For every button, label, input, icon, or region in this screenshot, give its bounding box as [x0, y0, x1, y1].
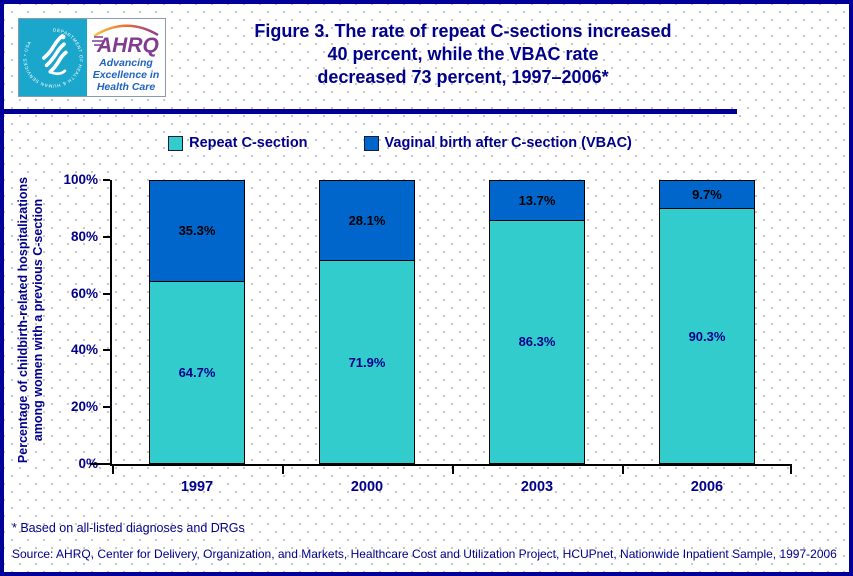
legend-label: Repeat C-section: [189, 135, 308, 151]
figure-title-line-3: decreased 73 percent, 1997–2006*: [317, 67, 609, 87]
stacked-bar-2006: 9.7% 90.3%: [659, 180, 755, 464]
hhs-eagle-icon: DEPARTMENT OF HEALTH & HUMAN SERVICES • …: [19, 19, 87, 96]
bar-value-label: 64.7%: [178, 364, 216, 380]
legend-swatch-icon: [363, 135, 379, 151]
bar-segment-vbac: 28.1%: [320, 181, 414, 261]
hhs-eagle-svg: DEPARTMENT OF HEALTH & HUMAN SERVICES • …: [22, 27, 83, 88]
x-tick-mark: [112, 466, 114, 474]
figure-title: Figure 3. The rate of repeat C-sections …: [170, 20, 756, 89]
x-tick-mark: [790, 466, 792, 474]
source-note: Source: AHRQ, Center for Delivery, Organ…: [12, 547, 837, 561]
y-axis-title: Percentage of childbirth-related hospita…: [16, 177, 46, 463]
y-tick-label: 0%: [78, 456, 98, 471]
tagline-line: Excellence in: [92, 68, 160, 81]
ahrq-wordmark-svg: AHRQ: [92, 24, 159, 57]
tagline-line: Health Care: [96, 80, 156, 93]
stacked-bar-1997: 35.3% 64.7%: [149, 180, 245, 464]
logo-tagline: Advancing Excellence in Health Care: [93, 57, 160, 93]
y-tick-mark: [103, 406, 110, 409]
bar-segment-repeat-c-section: 86.3%: [490, 219, 584, 463]
bar-segment-vbac: 9.7%: [660, 181, 754, 209]
tagline-line: Advancing: [99, 56, 153, 69]
category-slot: 13.7% 86.3% 2003: [452, 180, 622, 495]
y-tick-label: 100%: [63, 172, 98, 187]
bar-value-label: 35.3%: [178, 223, 216, 239]
legend: Repeat C-section Vaginal birth after C-se…: [60, 135, 740, 151]
category-slot: 9.7% 90.3% 2006: [622, 180, 792, 495]
stacked-bar-2000: 28.1% 71.9%: [319, 180, 415, 464]
rainbow-arc-icon: [93, 24, 159, 37]
plot-area: 0% 20% 40% 60% 80% 100% 35.3% 64.7% 1997 28.1% 71.…: [63, 172, 792, 495]
legend-item: Repeat C-section: [168, 135, 308, 151]
figure-title-line-2: 40 percent, while the VBAC rate: [327, 44, 599, 64]
bar-value-label: 71.9%: [348, 354, 386, 370]
bar-value-label: 13.7%: [518, 192, 556, 208]
y-tick-mark: [103, 349, 110, 352]
ahrq-letters: AHRQ: [96, 34, 159, 57]
bar-value-label: 9.7%: [692, 187, 722, 203]
bar-segment-repeat-c-section: 90.3%: [660, 208, 754, 463]
y-tick-mark: [103, 179, 110, 181]
y-tick-mark: [90, 463, 110, 465]
bar-value-label: 28.1%: [348, 213, 386, 229]
y-tick-label: 60%: [70, 285, 98, 301]
y-tick-label: 80%: [70, 228, 98, 244]
y-tick-label: 40%: [70, 342, 98, 358]
category-slot: 28.1% 71.9% 2000: [282, 180, 452, 495]
x-tick-mark: [282, 466, 284, 474]
figure-title-line-1: Figure 3. The rate of repeat C-sections …: [254, 21, 672, 41]
category-slot: 35.3% 64.7% 1997: [112, 180, 282, 495]
bar-segment-repeat-c-section: 64.7%: [150, 280, 244, 463]
footnote: * Based on all-listed diagnoses and DRGs: [12, 521, 245, 535]
legend-label: Vaginal birth after C-section (VBAC): [384, 135, 632, 151]
y-axis-title-line-1: Percentage of childbirth-related hospita…: [16, 176, 30, 464]
x-category-label: 2006: [690, 479, 724, 495]
stacked-bar-2003: 13.7% 86.3%: [489, 180, 585, 464]
bar-value-label: 90.3%: [688, 328, 726, 344]
ahrq-wordmark: AHRQ Advancing Excellence in Health Care: [87, 19, 165, 96]
y-axis-title-line-2: among women with a previous C-section: [31, 198, 45, 442]
x-tick-mark: [622, 466, 624, 474]
x-category-label: 2000: [350, 479, 384, 495]
y-tick-mark: [103, 235, 110, 238]
legend-swatch-icon: [168, 135, 184, 151]
x-tick-mark: [452, 466, 454, 474]
y-tick-mark: [103, 292, 110, 295]
x-category-label: 1997: [180, 479, 214, 495]
header-divider: [4, 109, 737, 114]
ahrq-hhs-logo: DEPARTMENT OF HEALTH & HUMAN SERVICES • …: [18, 18, 166, 97]
speed-lines-icon: [92, 35, 103, 46]
x-category-label: 2003: [520, 479, 554, 495]
bar-segment-vbac: 35.3%: [150, 181, 244, 281]
y-tick-label: 20%: [70, 399, 98, 415]
bar-segment-repeat-c-section: 71.9%: [320, 260, 414, 463]
bar-segment-vbac: 13.7%: [490, 181, 584, 220]
bar-value-label: 86.3%: [518, 334, 556, 350]
legend-item: Vaginal birth after C-section (VBAC): [363, 135, 632, 151]
